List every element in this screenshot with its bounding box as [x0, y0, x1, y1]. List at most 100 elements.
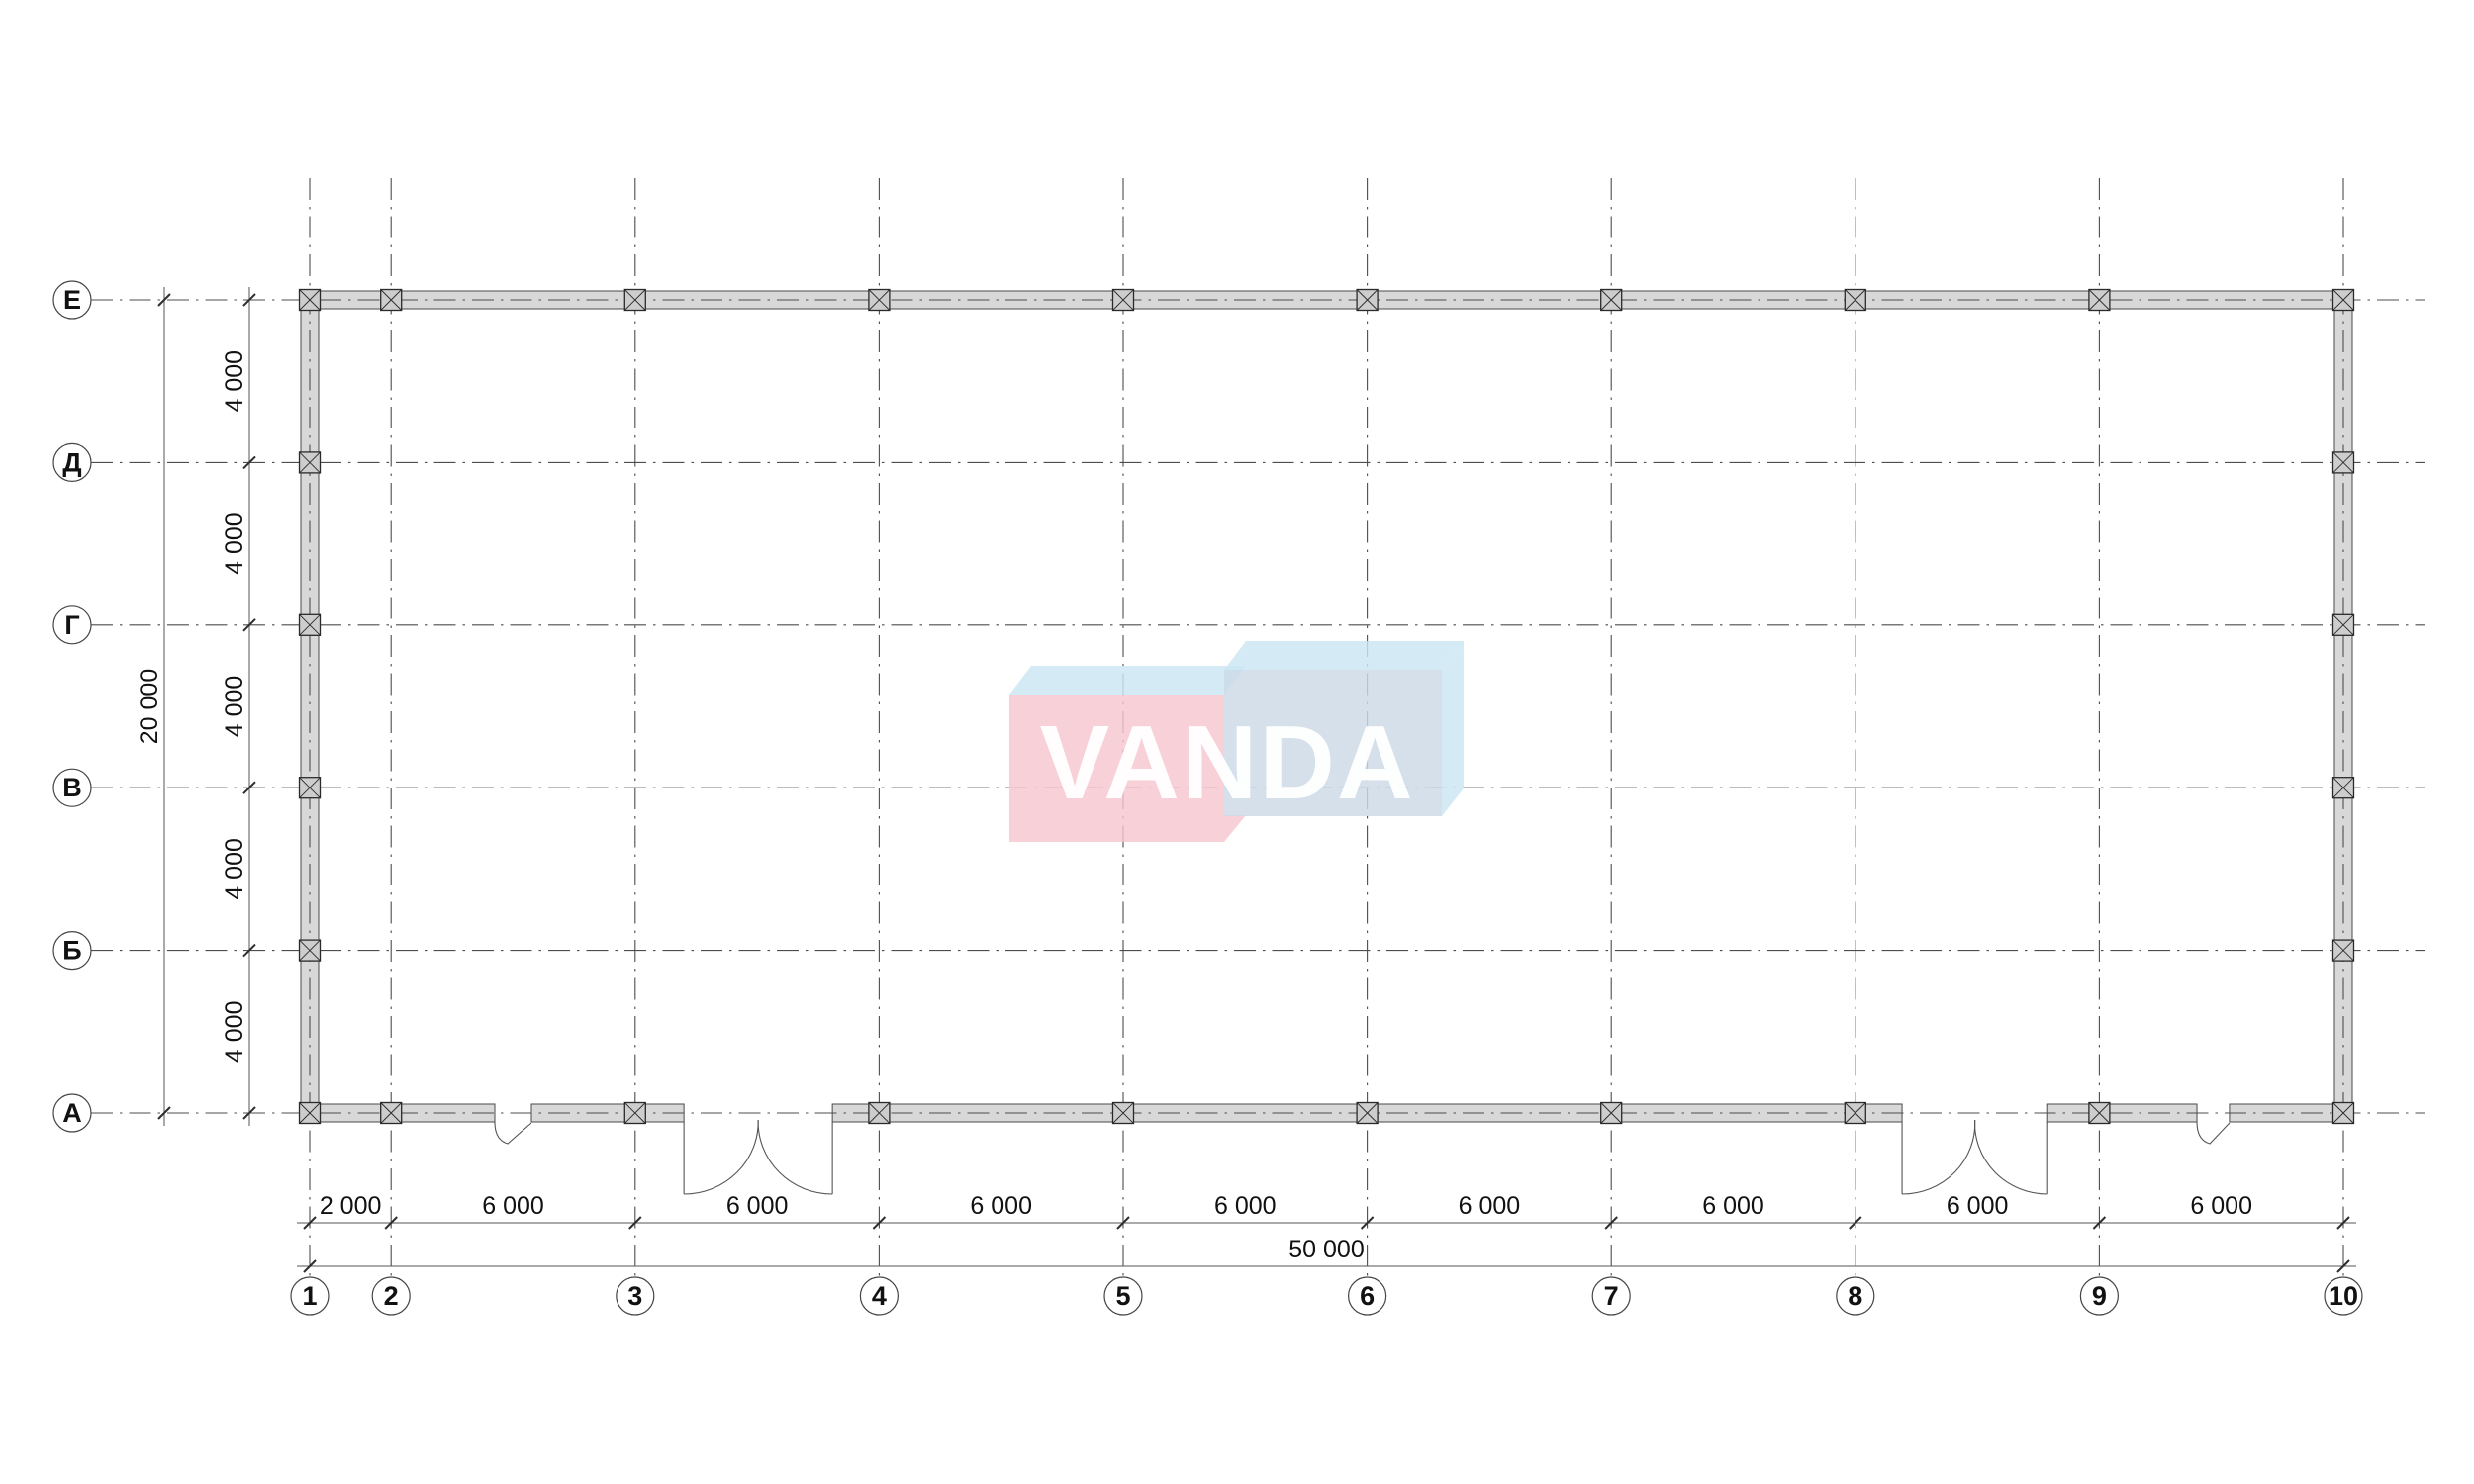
column-hatch-diagonal [2088, 1102, 2111, 1124]
dimension-tick [242, 1106, 256, 1120]
column-hatch-diagonal [299, 289, 321, 311]
row-axis-bubble: Г [52, 605, 92, 645]
dimension-tick [1604, 1216, 1618, 1230]
column-hatch-diagonal [1356, 1102, 1379, 1124]
column-marker [380, 288, 403, 312]
axis-bubble-circle [2079, 1276, 2119, 1316]
dimension-tick [157, 1106, 171, 1120]
axis-bubble-circle [290, 1276, 330, 1316]
column-axis-label: 10 [2329, 1281, 2358, 1311]
column-marker [1111, 288, 1135, 312]
column-marker [868, 288, 891, 312]
column-hatch-diagonal [299, 451, 321, 474]
bottom-dimensions: 2 000 6 000 6 000 6 000 6 000 6 000 6 000 6 000… [297, 1192, 2356, 1273]
row-axis-label: Б [62, 936, 81, 966]
dimension-label: 4 000 [221, 1001, 248, 1064]
column-axis-bubble: 5 [1103, 1276, 1143, 1316]
axis-bubble-circle [52, 442, 92, 482]
column-hatch-diagonal [299, 613, 321, 636]
column-axis-label: 3 [627, 1281, 642, 1311]
column-axis-bubble: 3 [616, 1276, 655, 1316]
dimension-tick [384, 1216, 398, 1230]
column-marker [623, 1101, 646, 1125]
dimension-tick [1360, 1216, 1375, 1230]
column-marker [1356, 288, 1379, 312]
logo-pink-box-front-face [1009, 695, 1224, 842]
double-door-swing [757, 1119, 833, 1195]
dimension-label: 6 000 [482, 1192, 544, 1220]
row-axis-label: А [62, 1098, 82, 1128]
dimension-tick [242, 781, 256, 794]
dimension-label: 4 000 [221, 676, 248, 738]
column-hatch-diagonal [1600, 1102, 1623, 1124]
column-axis-bubble: 6 [1347, 1276, 1387, 1316]
column-axis-bubble: 8 [1836, 1276, 1875, 1316]
column-marker [298, 451, 322, 474]
column-marker [380, 1101, 403, 1125]
column-marker [1844, 1101, 1866, 1125]
dimension-label: 6 000 [2190, 1192, 2252, 1220]
dimension-tick [157, 293, 171, 307]
dimension-label: 2 000 [320, 1192, 382, 1220]
row-axis-label: Д [62, 447, 81, 477]
dimension-label: 6 000 [1947, 1192, 2009, 1220]
column-hatch-diagonal [1112, 1102, 1134, 1124]
row-axis-label: Г [64, 610, 79, 640]
axis-bubble-circle [1103, 1276, 1143, 1316]
column-marker [2331, 288, 2355, 312]
column-hatch-diagonal [1356, 289, 1379, 311]
axis-bubble-circle [1836, 1276, 1875, 1316]
column-axis-label: 7 [1604, 1281, 1619, 1311]
doors-layer [494, 1119, 2231, 1195]
column-hatch-diagonal [623, 1102, 646, 1124]
single-door-swing [2196, 1121, 2231, 1145]
column-marker [2088, 1101, 2111, 1125]
column-axis-bubble: 7 [1591, 1276, 1631, 1316]
column-marker [1356, 1101, 1379, 1125]
dimension-tick [2336, 1259, 2350, 1273]
dimension-tick [2092, 1216, 2107, 1230]
left-dimensions: 4 000 4 000 4 000 4 000 4 000 20 000 [136, 287, 256, 1126]
column-marker [1600, 1101, 1623, 1125]
logo-pink-box-side-bevel [1224, 815, 1246, 842]
double-door-swing [1974, 1119, 2048, 1195]
dimension-label: 4 000 [221, 350, 248, 413]
column-marker [2331, 777, 2355, 799]
column-axis-label: 9 [2092, 1281, 2107, 1311]
grid-layer [91, 178, 2425, 1276]
column-hatch-diagonal [1112, 289, 1134, 311]
column-axis-label: 2 [384, 1281, 399, 1311]
dimension-total-label: 50 000 [1288, 1236, 1364, 1263]
dimension-label: 6 000 [1702, 1192, 1764, 1220]
column-hatch-diagonal [623, 289, 646, 311]
column-axis-bubble: 1 [290, 1276, 330, 1316]
column-axis-label: 5 [1115, 1281, 1130, 1311]
column-hatch-diagonal [2332, 289, 2354, 311]
column-marker [1600, 288, 1623, 312]
column-marker [623, 288, 646, 312]
column-axis-bubble: 4 [859, 1276, 900, 1316]
axis-bubble-circle [371, 1276, 411, 1316]
dimension-tick [303, 1216, 317, 1230]
column-axis-bubble: 10 [2324, 1276, 2363, 1316]
column-hatch-diagonal [868, 289, 891, 311]
axis-bubble-circle [1591, 1276, 1631, 1316]
axis-bubble-circle [616, 1276, 655, 1316]
column-marker [298, 939, 322, 962]
column-hatch-diagonal [2332, 777, 2354, 799]
dimension-tick [242, 943, 256, 958]
column-axis-label: 6 [1360, 1281, 1375, 1311]
double-door-swing [684, 1119, 759, 1195]
column-hatch-diagonal [299, 939, 321, 962]
column-hatch-diagonal [1844, 1102, 1866, 1124]
column-marker [2331, 1101, 2355, 1125]
dimension-label: 4 000 [221, 512, 248, 575]
column-hatch-diagonal [1600, 289, 1623, 311]
logo-blue-box-front-face [1224, 670, 1442, 816]
axis-bubble-circle [52, 1093, 92, 1133]
column-hatch-diagonal [2332, 613, 2354, 636]
dimension-label: 6 000 [1459, 1192, 1521, 1220]
column-axis-bubble: 2 [371, 1276, 411, 1316]
dimension-tick [1849, 1216, 1862, 1230]
